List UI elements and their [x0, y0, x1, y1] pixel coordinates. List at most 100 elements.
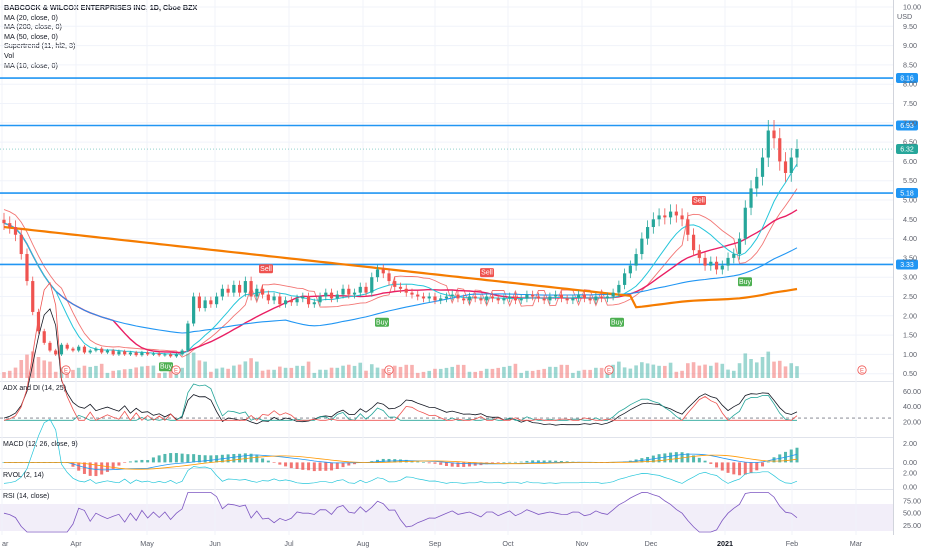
- volume-bar: [117, 370, 121, 378]
- macd-histogram-bar: [272, 462, 276, 463]
- macd-histogram-bar: [146, 460, 150, 463]
- volume-bar: [594, 367, 598, 378]
- study-ma50[interactable]: MA (50, close, 0): [4, 31, 58, 41]
- volume-bar: [617, 361, 621, 378]
- macd-histogram-bar: [381, 458, 385, 463]
- macd-histogram-bar: [71, 462, 75, 467]
- macd-histogram-bar: [565, 461, 569, 463]
- macd-histogram-bar: [186, 454, 190, 463]
- macd-histogram-bar: [467, 462, 471, 467]
- volume-bar: [565, 364, 569, 378]
- macd-histogram-bar: [209, 455, 213, 463]
- candle-body: [318, 296, 322, 303]
- y-tick-label: 9.00: [903, 41, 917, 50]
- x-tick-label: ar: [2, 539, 9, 548]
- level-price-tag: [896, 73, 918, 84]
- candle-body: [134, 352, 138, 356]
- candle-body: [554, 294, 558, 297]
- candle-body: [238, 284, 242, 293]
- volume-bar: [151, 365, 156, 378]
- pane-separator-adx: [0, 381, 893, 382]
- candle-body: [82, 346, 87, 353]
- volume-bar: [461, 364, 466, 378]
- rsi-axis-label: 50.00: [903, 509, 921, 518]
- earnings-event-marker[interactable]: [857, 365, 867, 375]
- volume-bar: [301, 365, 305, 378]
- candle-body: [249, 281, 253, 297]
- candle-body: [513, 296, 518, 301]
- candle-body: [146, 352, 150, 355]
- volume-bar: [628, 368, 633, 378]
- candle-body: [743, 207, 747, 239]
- rsi-axis-label: 75.00: [903, 496, 921, 505]
- buy-signal-label: Buy: [160, 364, 173, 371]
- macd-histogram-bar: [766, 461, 770, 463]
- candle-body: [691, 234, 696, 251]
- macd-histogram-bar: [192, 454, 196, 463]
- macd-histogram-bar: [508, 461, 512, 463]
- macd-histogram-bar: [680, 452, 684, 463]
- macd-histogram-bar: [720, 462, 724, 471]
- pane-separator-macd: [0, 437, 893, 438]
- volume-bar: [772, 361, 776, 378]
- study-vol[interactable]: Vol: [4, 50, 14, 60]
- volume-bar: [88, 366, 92, 378]
- price-axis-border: [893, 0, 894, 535]
- earnings-event-label: E: [387, 369, 391, 375]
- volume-bar: [13, 367, 18, 378]
- study-ma20[interactable]: MA (20, close, 0): [4, 12, 58, 22]
- macd-histogram-bar: [335, 462, 339, 469]
- volume-bar: [496, 367, 500, 378]
- volume-bar: [243, 361, 248, 378]
- y-tick-label: 5.00: [903, 196, 917, 205]
- candle-body: [726, 257, 730, 266]
- volume-bar: [726, 369, 730, 378]
- volume-bar: [645, 363, 650, 378]
- volume-bar: [427, 370, 432, 378]
- earnings-event-marker[interactable]: [604, 365, 614, 375]
- macd-histogram-bar: [490, 462, 494, 464]
- level-price-label: 3.33: [900, 262, 914, 269]
- volume-bar: [697, 365, 702, 378]
- candle-body: [289, 300, 293, 303]
- candle-body: [772, 130, 776, 139]
- macd-histogram-bar: [749, 462, 753, 474]
- volume-bar: [157, 373, 161, 378]
- buy-signal-label: Buy: [739, 279, 752, 286]
- candle-body: [226, 288, 230, 293]
- buy-signal-tag: [738, 277, 752, 287]
- volume-bar: [582, 369, 587, 378]
- candle-body: [519, 298, 523, 301]
- earnings-event-label: E: [64, 369, 68, 375]
- candle-body: [439, 298, 443, 301]
- macd-histogram-bar: [513, 461, 517, 463]
- candle-body: [450, 294, 454, 297]
- rsi-pane-label: RSI (14, close): [3, 493, 49, 500]
- candle-body: [364, 286, 368, 293]
- volume-bar: [237, 364, 242, 378]
- volume-bar: [214, 368, 219, 378]
- volume-bar: [226, 368, 230, 378]
- volume-bar: [743, 353, 748, 378]
- volume-bar: [588, 369, 592, 378]
- volume-bar: [548, 366, 552, 378]
- volume-bar: [145, 365, 150, 378]
- macd-histogram-bar: [542, 460, 546, 463]
- earnings-event-label: E: [607, 369, 611, 375]
- x-tick-label: Apr: [70, 539, 82, 548]
- candle-body: [283, 300, 288, 305]
- macd-histogram-bar: [238, 453, 242, 463]
- candle-body: [709, 261, 713, 266]
- y-tick-label: 5.50: [903, 176, 917, 185]
- di-plus-line: [4, 383, 797, 421]
- candle-body: [8, 223, 12, 228]
- volume-bar: [398, 366, 403, 378]
- volume-bar: [312, 372, 317, 378]
- earnings-event-marker[interactable]: [61, 365, 71, 375]
- earnings-event-marker[interactable]: [171, 365, 181, 375]
- candle-body: [341, 288, 345, 295]
- earnings-event-marker[interactable]: [384, 365, 394, 375]
- candle-body: [605, 296, 609, 299]
- volume-bar: [19, 360, 24, 378]
